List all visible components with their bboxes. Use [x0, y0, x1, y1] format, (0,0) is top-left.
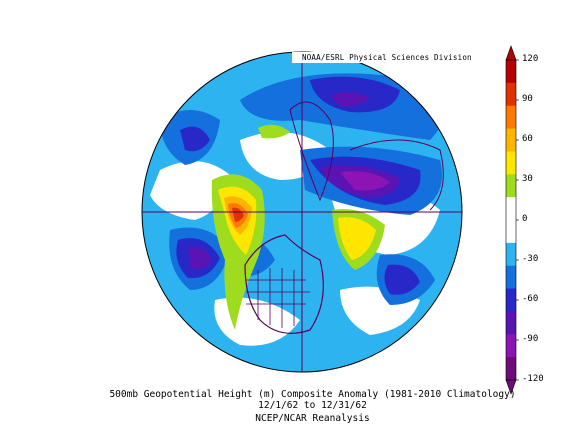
colorbar-tick-label: 30 [522, 174, 533, 184]
caption-title: 500mb Geopotential Height (m) Composite … [109, 389, 516, 400]
colorbar-segment [506, 220, 516, 244]
anomaly-field [142, 52, 462, 372]
colorbar-segment [506, 105, 516, 130]
colorbar-tick-label: -60 [522, 294, 539, 304]
colorbar-segment [506, 60, 516, 84]
colorbar-tick-label: -120 [522, 374, 544, 384]
colorbar-segment [506, 82, 516, 107]
credit-box [292, 52, 460, 63]
colorbar-tick-label: 60 [522, 134, 533, 144]
colorbar-tick-label: 90 [522, 94, 533, 104]
caption-dates: 12/1/62 to 12/31/62 [258, 400, 367, 411]
colorbar-segment [506, 334, 516, 358]
colorbar-top-arrow [505, 45, 517, 61]
colorbar-segment [506, 265, 516, 290]
colorbar [505, 45, 519, 395]
colorbar-segment [506, 128, 516, 152]
colorbar-segment [506, 357, 516, 381]
colorbar-segment [506, 197, 516, 221]
colorbar-tick-label: 0 [522, 214, 528, 224]
caption-source: NCEP/NCAR Reanalysis [255, 413, 370, 424]
colorbar-tick-label: -90 [522, 334, 539, 344]
colorbar-tick-label: -30 [522, 254, 539, 264]
credit-label: NOAA/ESRL Physical Sciences Division [302, 53, 472, 62]
colorbar-segment [506, 288, 516, 312]
colorbar-segment [506, 311, 516, 335]
colorbar-segment [506, 151, 516, 175]
colorbar-tick-label: 120 [522, 54, 539, 64]
colorbar-segment [506, 174, 516, 198]
colorbar-segment [506, 242, 516, 267]
